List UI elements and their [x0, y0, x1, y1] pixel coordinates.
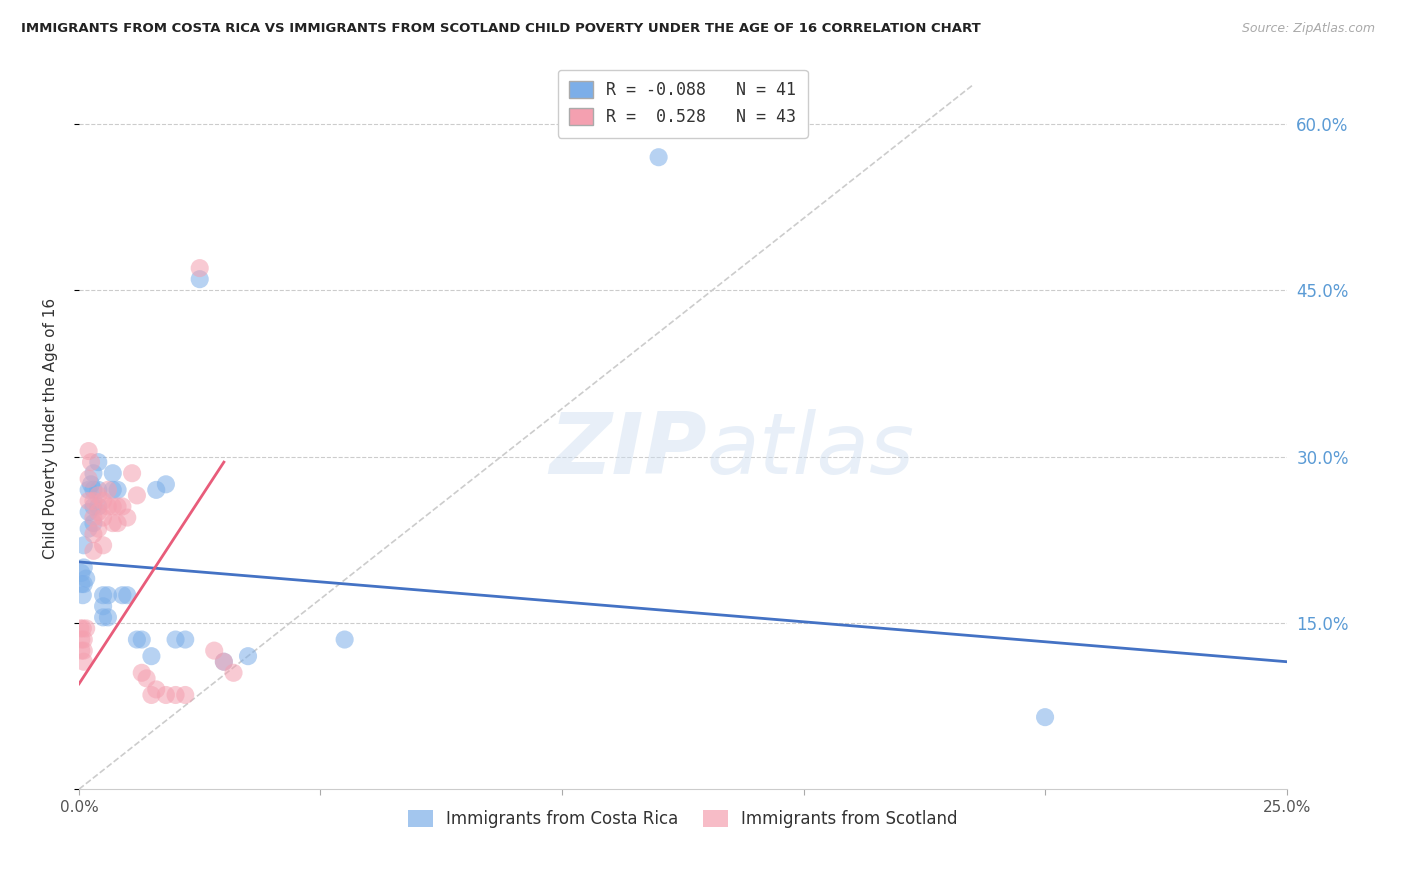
Text: Source: ZipAtlas.com: Source: ZipAtlas.com	[1241, 22, 1375, 36]
Point	[165, 688, 187, 702]
Point	[101, 467, 124, 481]
Point	[75, 572, 97, 586]
Point	[174, 688, 197, 702]
Point	[188, 261, 211, 276]
Point	[82, 483, 104, 497]
Point	[101, 516, 124, 530]
Point	[135, 671, 157, 685]
Point	[91, 538, 114, 552]
Point	[77, 522, 100, 536]
Point	[117, 588, 139, 602]
Point	[77, 444, 100, 458]
Point	[82, 516, 104, 530]
Point	[73, 632, 96, 647]
Point	[107, 500, 129, 514]
Point	[97, 610, 120, 624]
Point	[82, 510, 104, 524]
Point	[1033, 710, 1056, 724]
Point	[141, 649, 163, 664]
Point	[82, 527, 104, 541]
Point	[77, 483, 100, 497]
Point	[82, 467, 104, 481]
Point	[91, 610, 114, 624]
Point	[70, 577, 93, 591]
Point	[70, 566, 93, 580]
Point	[77, 505, 100, 519]
Y-axis label: Child Poverty Under the Age of 16: Child Poverty Under the Age of 16	[44, 298, 58, 559]
Text: ZIP: ZIP	[550, 409, 707, 492]
Point	[73, 560, 96, 574]
Point	[141, 688, 163, 702]
Point	[97, 483, 120, 497]
Point	[97, 588, 120, 602]
Point	[87, 505, 110, 519]
Point	[125, 488, 148, 502]
Point	[125, 632, 148, 647]
Point	[155, 477, 177, 491]
Point	[80, 477, 103, 491]
Point	[647, 150, 669, 164]
Point	[165, 632, 187, 647]
Point	[202, 643, 225, 657]
Point	[222, 665, 245, 680]
Point	[87, 455, 110, 469]
Point	[131, 632, 153, 647]
Point	[155, 688, 177, 702]
Point	[91, 588, 114, 602]
Point	[212, 655, 235, 669]
Point	[131, 665, 153, 680]
Point	[80, 455, 103, 469]
Point	[73, 643, 96, 657]
Point	[101, 500, 124, 514]
Point	[145, 682, 167, 697]
Point	[97, 500, 120, 514]
Point	[117, 510, 139, 524]
Point	[87, 483, 110, 497]
Point	[333, 632, 356, 647]
Point	[77, 494, 100, 508]
Point	[82, 500, 104, 514]
Point	[111, 500, 134, 514]
Point	[188, 272, 211, 286]
Point	[82, 494, 104, 508]
Point	[73, 577, 96, 591]
Point	[77, 472, 100, 486]
Point	[212, 655, 235, 669]
Point	[69, 622, 91, 636]
Point	[75, 622, 97, 636]
Point	[87, 500, 110, 514]
Point	[107, 516, 129, 530]
Point	[91, 494, 114, 508]
Point	[91, 510, 114, 524]
Point	[72, 622, 94, 636]
Point	[70, 643, 93, 657]
Text: atlas: atlas	[707, 409, 915, 492]
Point	[70, 632, 93, 647]
Point	[87, 488, 110, 502]
Point	[101, 483, 124, 497]
Point	[73, 538, 96, 552]
Legend: Immigrants from Costa Rica, Immigrants from Scotland: Immigrants from Costa Rica, Immigrants f…	[401, 804, 965, 835]
Point	[91, 599, 114, 614]
Point	[82, 544, 104, 558]
Point	[145, 483, 167, 497]
Point	[121, 467, 143, 481]
Point	[87, 522, 110, 536]
Text: IMMIGRANTS FROM COSTA RICA VS IMMIGRANTS FROM SCOTLAND CHILD POVERTY UNDER THE A: IMMIGRANTS FROM COSTA RICA VS IMMIGRANTS…	[21, 22, 981, 36]
Point	[236, 649, 259, 664]
Point	[174, 632, 197, 647]
Point	[107, 483, 129, 497]
Point	[72, 588, 94, 602]
Point	[73, 655, 96, 669]
Point	[111, 588, 134, 602]
